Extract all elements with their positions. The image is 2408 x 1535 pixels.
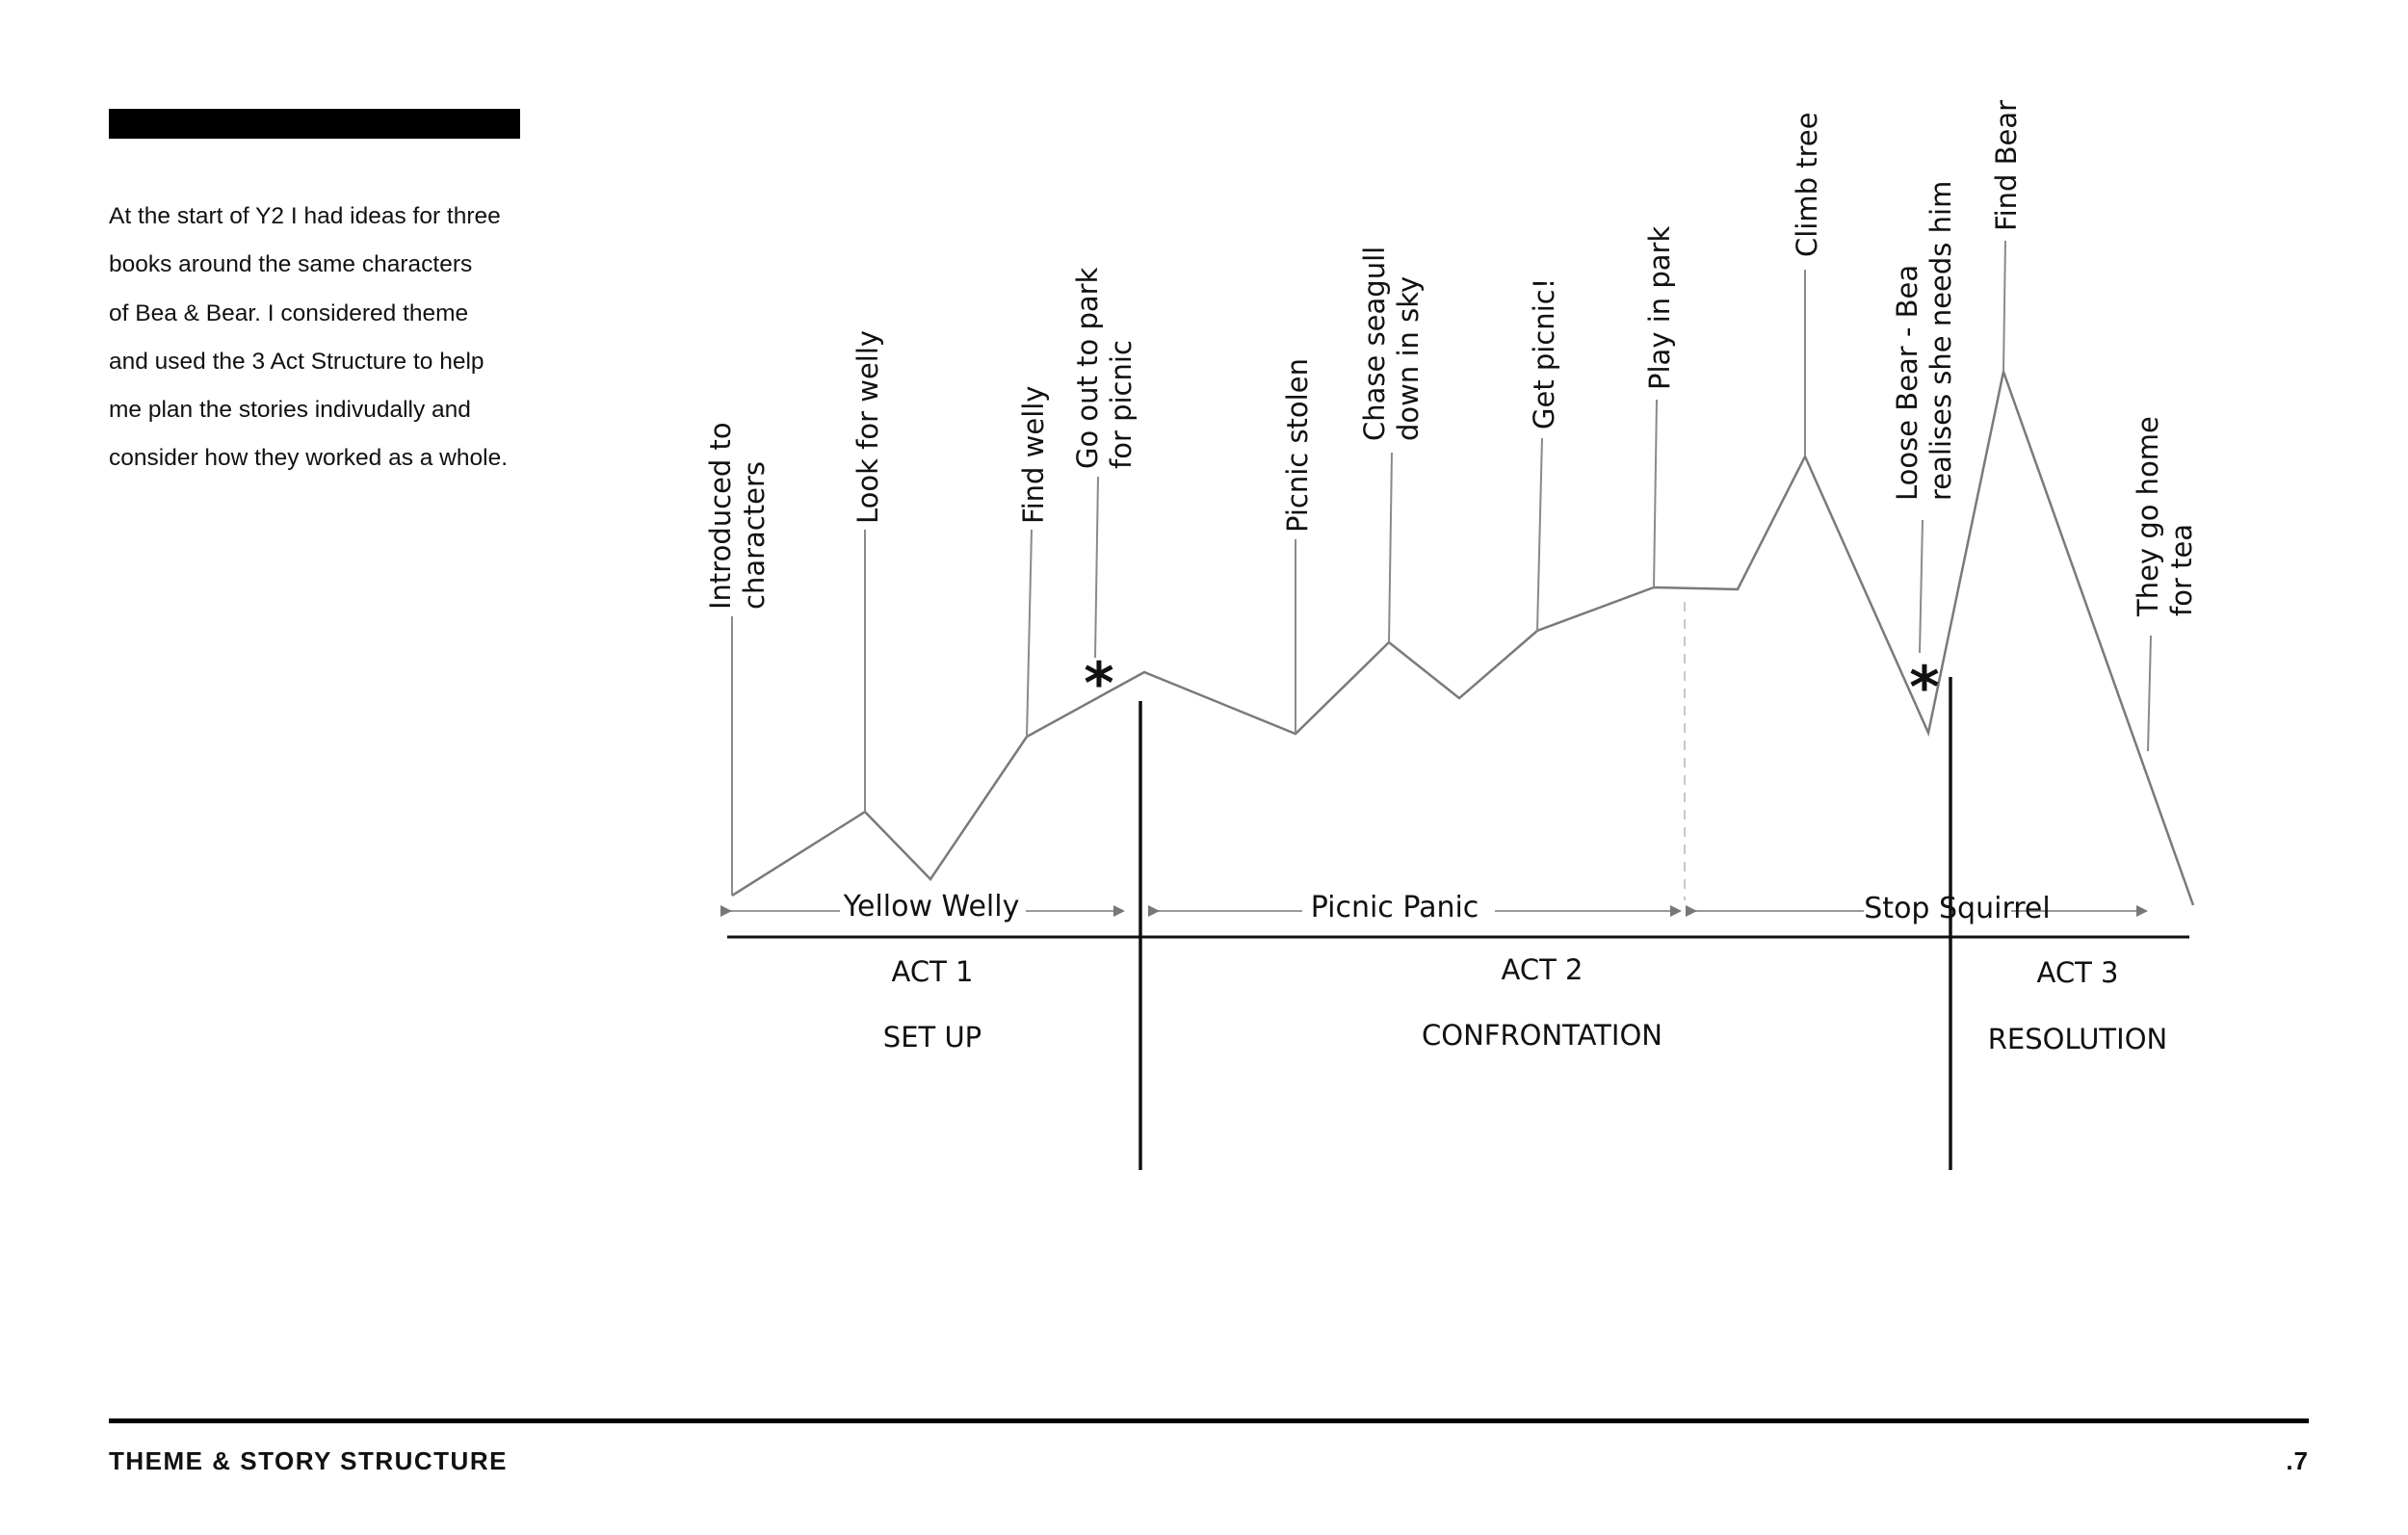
leader-line <box>2147 635 2152 752</box>
event-label: down in sky <box>1392 276 1425 441</box>
event-label: Play in park <box>1643 226 1676 390</box>
act-label: ACT 1 <box>892 955 974 988</box>
act-name: RESOLUTION <box>1988 1023 2167 1055</box>
intro-line: and used the 3 Act Structure to help <box>109 348 484 375</box>
act-name: SET UP <box>883 1021 982 1054</box>
event-label: Picnic stolen <box>1281 358 1314 533</box>
intro-line: At the start of Y2 I had ideas for three <box>109 203 501 229</box>
leader-line <box>1388 452 1393 643</box>
event-label: characters <box>738 461 771 610</box>
leader-line <box>1094 476 1099 659</box>
intro-paragraph: At the start of Y2 I had ideas for three… <box>109 193 562 483</box>
intro-line: consider how they worked as a whole. <box>109 445 508 472</box>
title-bar <box>109 109 520 139</box>
book-title: Yellow Welly <box>843 890 1020 924</box>
leader-line <box>2002 240 2006 373</box>
event-label: realises she needs him <box>1924 181 1957 501</box>
event-label: Chase seagull <box>1358 247 1391 441</box>
event-label: Introduced to <box>704 422 737 610</box>
plot-point-marker: * <box>1909 654 1939 721</box>
event-label: Get picnic! <box>1528 278 1560 429</box>
event-label: Loose Bear - Bea <box>1891 265 1924 501</box>
event-label: Look for welly <box>851 330 884 524</box>
event-label: Find Bear <box>1990 100 2023 231</box>
event-label: for picnic <box>1105 340 1138 469</box>
intro-line: of Bea & Bear. I considered theme <box>109 299 469 326</box>
leader-line <box>1653 399 1658 588</box>
leader-line <box>1026 529 1033 738</box>
event-label: Climb tree <box>1791 112 1823 257</box>
footer-rule <box>109 1418 2309 1423</box>
act-label: ACT 3 <box>2037 956 2119 989</box>
story-arc-line <box>731 367 2195 906</box>
event-label: Go out to park <box>1071 267 1104 469</box>
intro-line: me plan the stories indivudally and <box>109 397 471 424</box>
act-label: ACT 2 <box>1502 953 1584 986</box>
book-title: Stop Squirrel <box>1864 892 2050 925</box>
event-label: for tea <box>2165 524 2198 616</box>
act-name: CONFRONTATION <box>1422 1019 1662 1052</box>
book-title: Picnic Panic <box>1311 891 1479 924</box>
leader-line <box>1919 519 1924 654</box>
leader-line <box>1536 437 1543 632</box>
event-label: They go home <box>2132 416 2164 617</box>
intro-line: books around the same characters <box>109 251 473 278</box>
event-label: Find welly <box>1017 386 1050 524</box>
page-number: .7 <box>2286 1446 2309 1475</box>
footer-section-title: THEME & STORY STRUCTURE <box>109 1446 508 1475</box>
plot-point-marker: * <box>1084 650 1113 717</box>
